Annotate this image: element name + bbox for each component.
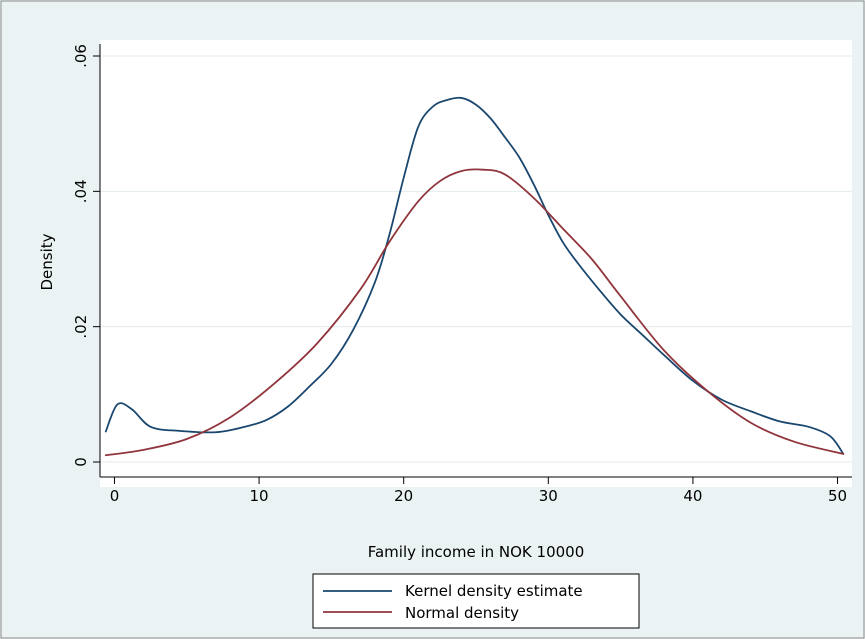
x-tick-label-1: 10 — [250, 487, 269, 505]
x-tick-label-2: 20 — [394, 487, 413, 505]
y-tick-label-1: .02 — [72, 315, 90, 339]
y-tick-label-3: .06 — [72, 44, 90, 68]
normal-density-line — [104, 168, 845, 457]
legend-label-normal: Normal density — [405, 604, 519, 622]
x-tick-label-3: 30 — [539, 487, 558, 505]
plot-region — [100, 40, 852, 487]
legend-box — [312, 573, 640, 629]
grid-lines — [100, 55, 852, 463]
y-tick-label-0: 0 — [72, 457, 90, 467]
axes: 0 .02 .04 .06 0 10 20 30 40 50 — [72, 44, 852, 505]
x-tick-label-5: 50 — [828, 487, 847, 505]
y-axis-title: Density — [38, 233, 56, 290]
x-axis-title: Family income in NOK 10000 — [368, 543, 585, 561]
data-series — [104, 96, 845, 457]
x-tick-label-4: 40 — [683, 487, 702, 505]
legend-label-kernel: Kernel density estimate — [405, 582, 583, 600]
x-tick-label-0: 0 — [110, 487, 120, 505]
y-tick-label-2: .04 — [72, 179, 90, 203]
legend: Kernel density estimate Normal density — [312, 573, 640, 629]
kernel-density-line — [104, 96, 845, 455]
